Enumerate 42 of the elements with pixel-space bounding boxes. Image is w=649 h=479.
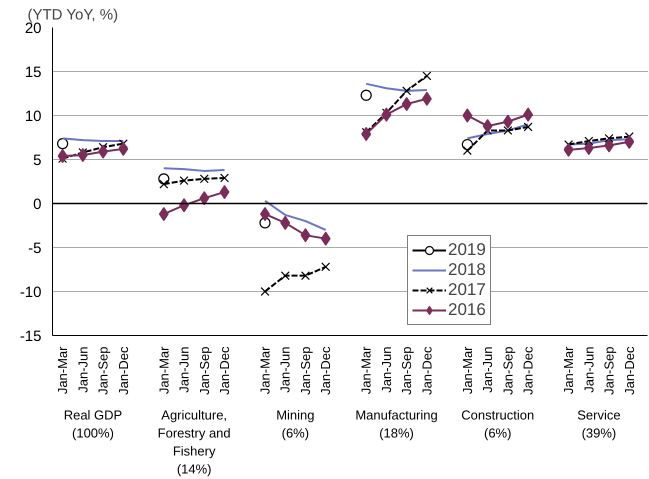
- x-tick-label: Jan-Dec: [419, 346, 434, 395]
- text: Mining (6%): [276, 408, 315, 440]
- y-tick-label: -5: [28, 240, 42, 257]
- y-tick-label: 15: [24, 64, 42, 81]
- legend-label: 2017: [448, 280, 486, 300]
- text: Service (39%): [577, 408, 621, 440]
- x-tick-label: Jan-Mar: [460, 346, 475, 394]
- x-tick-label: Jan-Jun: [378, 346, 394, 393]
- x-tick-label: Jan-Mar: [561, 346, 576, 394]
- text: Manufacturing (18%): [355, 408, 438, 440]
- y-axis-title: (YTD YoY, %): [28, 6, 118, 24]
- text: Construction (6%): [461, 408, 534, 440]
- y-tick-label: 10: [24, 108, 42, 125]
- y-tick-label: -10: [20, 284, 42, 301]
- x-tick-label: Jan-Sep: [602, 346, 617, 395]
- text: Agriculture, Forestry and Fishery (14%): [158, 408, 231, 476]
- x-tick-label: Jan-Dec: [318, 346, 334, 395]
- x-tick-label: Jan-Sep: [500, 346, 516, 395]
- y-tick-label: -15: [20, 328, 42, 345]
- legend-label: 2018: [448, 260, 486, 280]
- x-tick-label: Jan-Dec: [116, 346, 131, 395]
- x-tick-label: Jan-Dec: [217, 346, 232, 395]
- text: Real GDP (100%): [64, 408, 122, 440]
- x-tick-label: Jan-Jun: [581, 346, 596, 393]
- y-tick-label: 0: [33, 196, 42, 213]
- legend-label: 2016: [448, 300, 486, 320]
- x-tick-label: Jan-Jun: [480, 346, 496, 393]
- legend-label: 2019: [448, 240, 486, 260]
- x-tick-label: Jan-Sep: [96, 346, 111, 395]
- x-tick-label: Jan-Sep: [399, 346, 414, 395]
- y-tick-label: 5: [33, 152, 42, 169]
- x-tick-label: Jan-Mar: [258, 346, 272, 394]
- x-tick-label: Jan-Sep: [298, 346, 313, 395]
- x-tick-label: Jan-Mar: [358, 346, 374, 394]
- x-tick-label: Jan-Mar: [55, 346, 70, 394]
- x-tick-label: Jan-Mar: [156, 346, 172, 394]
- x-tick-label: Jan-Dec: [520, 346, 536, 395]
- x-tick-label: Jan-Jun: [75, 346, 90, 393]
- x-tick-label: Jan-Sep: [196, 346, 212, 395]
- x-tick-label: Jan-Dec: [622, 346, 637, 395]
- x-tick-label: Jan-Jun: [278, 346, 293, 393]
- x-tick-label: Jan-Jun: [176, 346, 192, 393]
